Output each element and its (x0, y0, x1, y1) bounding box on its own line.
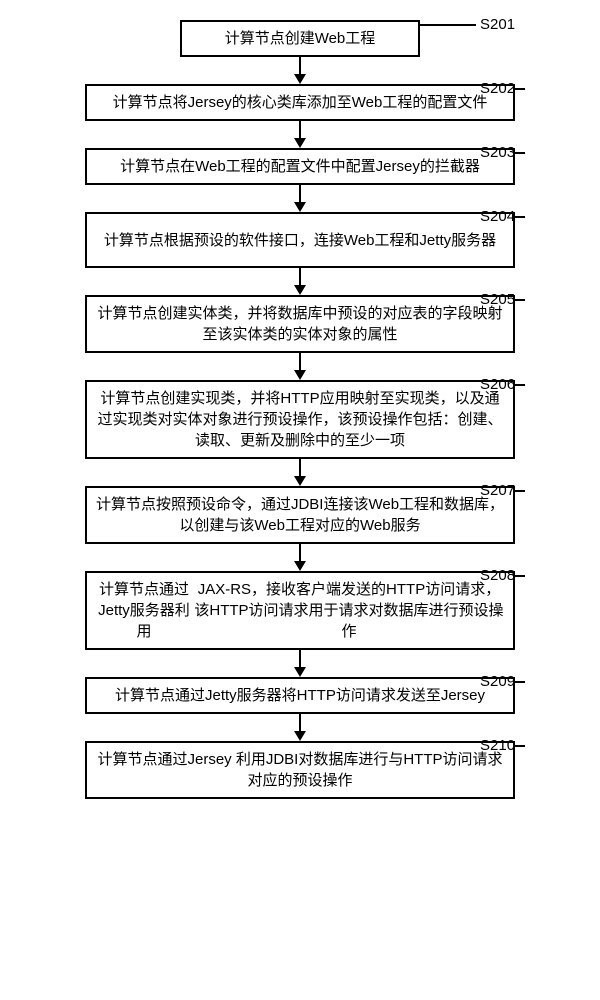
connector-line (299, 185, 301, 203)
label-tick (515, 575, 525, 577)
step-row: 计算节点通过Jetty服务器将HTTP访问请求发送至JerseyS209 (10, 677, 590, 714)
step-box: 计算节点将Jersey的核心类库添加至Web工程的配置文件 (85, 84, 515, 121)
connector-line (299, 650, 301, 668)
arrowhead-icon (294, 476, 306, 486)
step-row: 计算节点根据预设的软件接口，连接Web工程和Jetty服务器S204 (10, 212, 590, 268)
label-tick (420, 24, 476, 26)
arrowhead-icon (294, 202, 306, 212)
step-row: 计算节点创建实现类，并将HTTP应用映射至实现类，以及通过实现类对实体对象进行预… (10, 380, 590, 459)
step-box: 计算节点通过Jetty服务器利用JAX-RS，接收客户端发送的HTTP访问请求，… (85, 571, 515, 650)
connector-line (299, 714, 301, 732)
arrowhead-icon (294, 74, 306, 84)
step-box: 计算节点在Web工程的配置文件中配置Jersey的拦截器 (85, 148, 515, 185)
step-label: S205 (480, 291, 515, 308)
arrowhead-icon (294, 138, 306, 148)
step-box: 计算节点通过Jetty服务器将HTTP访问请求发送至Jersey (85, 677, 515, 714)
step-label: S201 (480, 16, 515, 33)
step-row: 计算节点在Web工程的配置文件中配置Jersey的拦截器S203 (10, 148, 590, 185)
label-tick (515, 299, 525, 301)
label-tick (515, 745, 525, 747)
connector-line (299, 57, 301, 75)
step-box: 计算节点按照预设命令，通过JDBI连接该Web工程和数据库，以创建与该Web工程… (85, 486, 515, 544)
connector-line (299, 459, 301, 477)
step-box: 计算节点根据预设的软件接口，连接Web工程和Jetty服务器 (85, 212, 515, 268)
step-row: 计算节点通过Jersey 利用JDBI对数据库进行与HTTP访问请求对应的预设操… (10, 741, 590, 799)
connector-line (299, 544, 301, 562)
step-box: 计算节点通过Jersey 利用JDBI对数据库进行与HTTP访问请求对应的预设操… (85, 741, 515, 799)
arrowhead-icon (294, 561, 306, 571)
step-box: 计算节点创建实体类，并将数据库中预设的对应表的字段映射至该实体类的实体对象的属性 (85, 295, 515, 353)
label-tick (515, 216, 525, 218)
label-tick (515, 152, 525, 154)
step-box: 计算节点创建实现类，并将HTTP应用映射至实现类，以及通过实现类对实体对象进行预… (85, 380, 515, 459)
step-label: S208 (480, 567, 515, 584)
arrowhead-icon (294, 731, 306, 741)
step-label: S204 (480, 208, 515, 225)
step-label: S209 (480, 673, 515, 690)
label-tick (515, 490, 525, 492)
step-label: S203 (480, 144, 515, 161)
connector-line (299, 121, 301, 139)
step-row: 计算节点按照预设命令，通过JDBI连接该Web工程和数据库，以创建与该Web工程… (10, 486, 590, 544)
step-row: 计算节点创建实体类，并将数据库中预设的对应表的字段映射至该实体类的实体对象的属性… (10, 295, 590, 353)
arrowhead-icon (294, 667, 306, 677)
connector-line (299, 353, 301, 371)
connector-line (299, 268, 301, 286)
step-row: 计算节点通过Jetty服务器利用JAX-RS，接收客户端发送的HTTP访问请求，… (10, 571, 590, 650)
step-row: 计算节点将Jersey的核心类库添加至Web工程的配置文件S202 (10, 84, 590, 121)
step-label: S202 (480, 80, 515, 97)
step-row: 计算节点创建Web工程S201 (10, 20, 590, 57)
step-box: 计算节点创建Web工程 (180, 20, 420, 57)
step-label: S206 (480, 376, 515, 393)
step-label: S207 (480, 482, 515, 499)
label-tick (515, 681, 525, 683)
arrowhead-icon (294, 285, 306, 295)
label-tick (515, 384, 525, 386)
label-tick (515, 88, 525, 90)
flowchart-container: 计算节点创建Web工程S201 计算节点将Jersey的核心类库添加至Web工程的… (10, 20, 590, 799)
step-label: S210 (480, 737, 515, 754)
arrowhead-icon (294, 370, 306, 380)
